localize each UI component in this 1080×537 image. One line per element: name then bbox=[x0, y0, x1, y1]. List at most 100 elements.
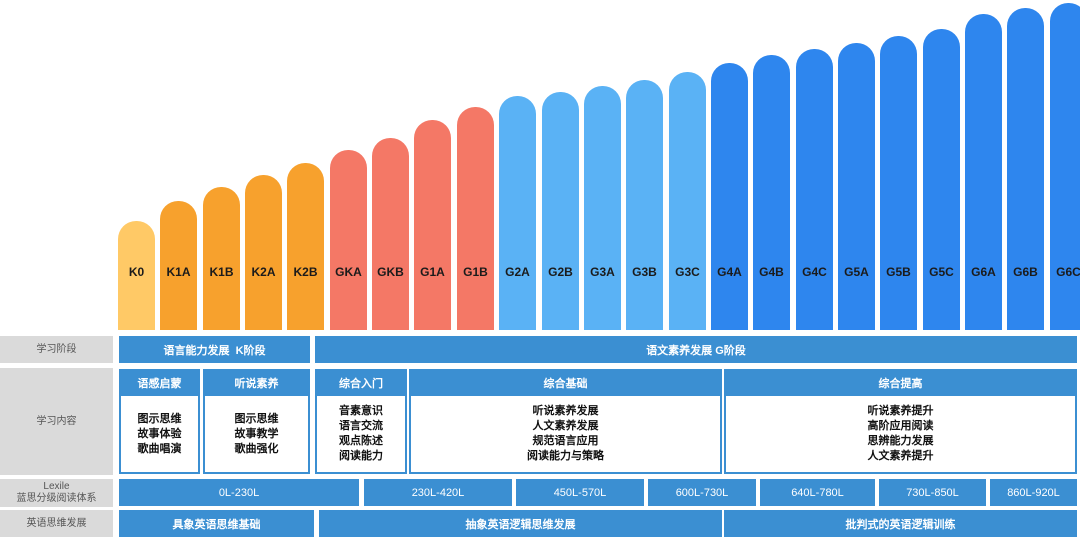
lexile-range-2: 230L-420L bbox=[364, 479, 512, 506]
lexile-range-3: 450L-570L bbox=[516, 479, 644, 506]
stage-k-label: 语言能力发展 K阶段 bbox=[163, 344, 266, 357]
content-item: 人文素养提升 bbox=[867, 450, 934, 462]
level-bar-g4a: G4A bbox=[711, 63, 748, 330]
content-item: 歌曲强化 bbox=[234, 442, 279, 455]
content-title-5: 综合提高 bbox=[878, 377, 923, 390]
stage-g: 语文素养发展 G阶段 bbox=[315, 336, 1077, 363]
row-label-content-text: 学习内容 bbox=[36, 415, 77, 427]
thinking-1: 具象英语思维基础 bbox=[119, 510, 314, 537]
content-item: 阅读能力 bbox=[339, 450, 383, 462]
level-label: G6C bbox=[1056, 265, 1080, 279]
lexile-range-text: 860L-920L bbox=[1007, 486, 1060, 499]
level-bar-g3a: G3A bbox=[584, 86, 621, 330]
level-bar-g6b: G6B bbox=[1007, 8, 1044, 330]
level-bar-gkb: GKB bbox=[372, 138, 409, 330]
row-label-thinking: 英语思维发展 bbox=[0, 510, 113, 537]
level-bar-g5a: G5A bbox=[838, 43, 875, 330]
row-label-stage: 学习阶段 bbox=[0, 336, 113, 363]
content-title-4: 综合基础 bbox=[543, 377, 588, 390]
row-label-stage-text: 学习阶段 bbox=[36, 343, 77, 355]
level-bar-g3b: G3B bbox=[626, 80, 663, 330]
content-title-3: 综合入门 bbox=[339, 377, 383, 390]
content-title-2: 听说素养 bbox=[234, 377, 279, 390]
thinking-2: 抽象英语逻辑思维发展 bbox=[319, 510, 722, 537]
content-col-3: 综合入门 音素意识 语言交流 观点陈述 阅读能力 bbox=[315, 369, 407, 474]
level-label: GKB bbox=[377, 265, 404, 279]
level-bar-g2a: G2A bbox=[499, 96, 536, 330]
level-bar-k1b: K1B bbox=[203, 187, 240, 330]
row-label-lexile: Lexile 蓝思分级阅读体系 bbox=[0, 479, 113, 507]
content-col-4: 综合基础 听说素养发展 人文素养发展 规范语言应用 阅读能力与策略 bbox=[409, 369, 722, 474]
lexile-range-text: 230L-420L bbox=[411, 486, 465, 499]
level-label: G1A bbox=[420, 265, 445, 279]
content-item: 规范语言应用 bbox=[532, 435, 599, 447]
level-label: G6B bbox=[1013, 265, 1038, 279]
content-item: 图示思维 bbox=[234, 412, 279, 425]
level-label: G4C bbox=[802, 265, 827, 279]
level-bar-k0: K0 bbox=[118, 221, 155, 330]
thinking-text: 具象英语思维基础 bbox=[172, 518, 261, 531]
level-label: G5A bbox=[844, 265, 869, 279]
level-label: G2B bbox=[548, 265, 573, 279]
content-col-2: 听说素养 图示思维 故事教学 歌曲强化 bbox=[203, 369, 310, 474]
level-bar-k2b: K2B bbox=[287, 163, 324, 330]
lexile-range-text: 450L-570L bbox=[553, 486, 607, 499]
content-item: 高阶应用阅读 bbox=[867, 420, 934, 432]
lexile-range-4: 600L-730L bbox=[648, 479, 756, 506]
content-col-5: 综合提高 听说素养提升 高阶应用阅读 思辨能力发展 人文素养提升 bbox=[724, 369, 1077, 474]
lexile-range-text: 730L-850L bbox=[906, 486, 959, 499]
level-bar-g4b: G4B bbox=[753, 55, 790, 330]
level-bar-k2a: K2A bbox=[245, 175, 282, 330]
thinking-text: 批判式的英语逻辑训练 bbox=[845, 518, 956, 531]
level-label: G5C bbox=[929, 265, 954, 279]
level-label: G4B bbox=[759, 265, 784, 279]
level-bar-g2b: G2B bbox=[542, 92, 579, 330]
level-bar-g4c: G4C bbox=[796, 49, 833, 330]
level-bar-g6a: G6A bbox=[965, 14, 1002, 330]
level-bar-g5b: G5B bbox=[880, 36, 917, 330]
thinking-3: 批判式的英语逻辑训练 bbox=[724, 510, 1077, 537]
level-label: G5B bbox=[886, 265, 911, 279]
lexile-range-text: 640L-780L bbox=[791, 486, 844, 499]
lexile-range-5: 640L-780L bbox=[760, 479, 875, 506]
level-bar-gka: GKA bbox=[330, 150, 367, 330]
level-bar-g1a: G1A bbox=[414, 120, 451, 330]
content-item: 故事教学 bbox=[234, 427, 279, 440]
level-label: G2A bbox=[505, 265, 530, 279]
content-body-1: 图示思维 故事体验 歌曲唱演 bbox=[121, 396, 198, 472]
thinking-text: 抽象英语逻辑思维发展 bbox=[465, 518, 576, 531]
lexile-range-text: 0L-230L bbox=[218, 486, 260, 499]
level-label: G3A bbox=[590, 265, 615, 279]
content-item: 故事体验 bbox=[137, 427, 182, 440]
content-item: 观点陈述 bbox=[339, 435, 383, 447]
lexile-range-text: 600L-730L bbox=[675, 486, 729, 499]
content-body-4: 听说素养发展 人文素养发展 规范语言应用 阅读能力与策略 bbox=[411, 396, 720, 472]
content-body-3: 音素意识 语言交流 观点陈述 阅读能力 bbox=[317, 396, 405, 472]
level-label: K2B bbox=[293, 265, 318, 279]
row-label-lexile-line2: 蓝思分级阅读体系 bbox=[16, 493, 97, 504]
content-body-5: 听说素养提升 高阶应用阅读 思辨能力发展 人文素养提升 bbox=[726, 396, 1075, 472]
content-item: 思辨能力发展 bbox=[867, 435, 934, 447]
level-label: GKA bbox=[335, 265, 362, 279]
row-label-content: 学习内容 bbox=[0, 368, 113, 475]
level-bar-g5c: G5C bbox=[923, 29, 960, 330]
content-item: 听说素养提升 bbox=[867, 405, 934, 417]
content-item: 人文素养发展 bbox=[532, 420, 599, 432]
content-body-2: 图示思维 故事教学 歌曲强化 bbox=[205, 396, 308, 472]
row-label-lexile-line1: Lexile bbox=[43, 481, 70, 492]
level-label: G3B bbox=[632, 265, 657, 279]
lexile-range-1: 0L-230L bbox=[119, 479, 359, 506]
level-label: G1B bbox=[463, 265, 488, 279]
level-label: G6A bbox=[971, 265, 996, 279]
content-item: 听说素养发展 bbox=[532, 405, 599, 417]
level-label: G3C bbox=[675, 265, 700, 279]
content-item: 图示思维 bbox=[137, 412, 182, 425]
content-item: 歌曲唱演 bbox=[137, 442, 182, 455]
level-bar-g1b: G1B bbox=[457, 107, 494, 330]
level-bar-g6c: G6C bbox=[1050, 3, 1080, 330]
stage-k: 语言能力发展 K阶段 bbox=[119, 336, 310, 363]
level-label: K0 bbox=[128, 265, 145, 279]
content-item: 阅读能力与策略 bbox=[527, 450, 604, 462]
lexile-range-6: 730L-850L bbox=[879, 479, 986, 506]
